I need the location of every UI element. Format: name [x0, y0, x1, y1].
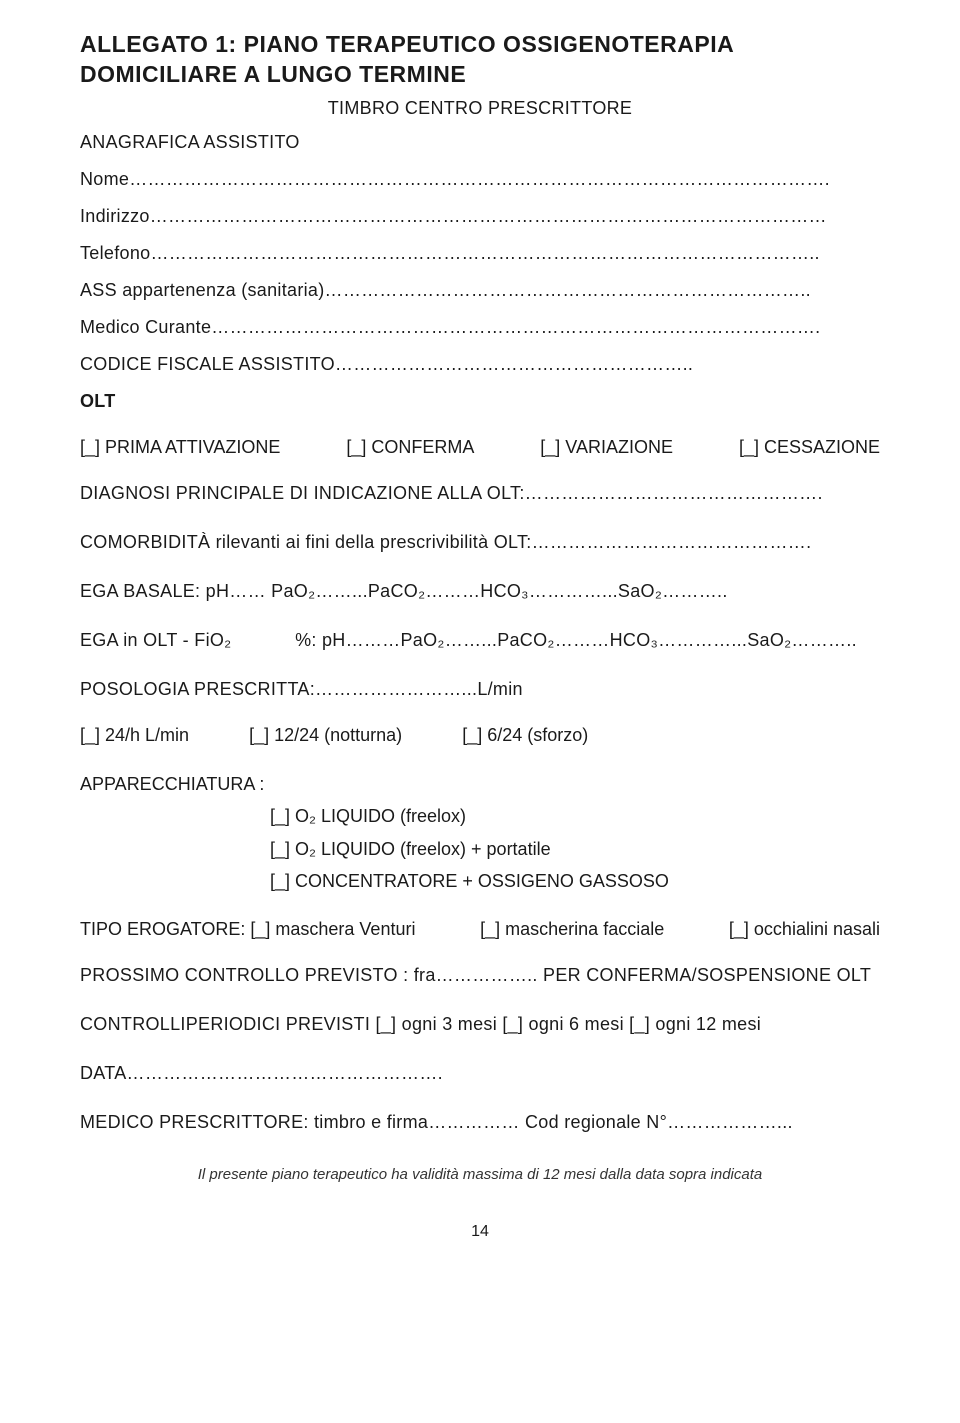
tipo-erogatore-row: TIPO EROGATORE: [_] maschera Venturi [_]…	[80, 919, 880, 940]
apparecchiatura-label: APPARECCHIATURA :	[80, 768, 880, 800]
checkbox-24h[interactable]: [_] 24/h L/min	[80, 725, 189, 746]
codice-fiscale-field: CODICE FISCALE ASSISTITO……………………………………………	[80, 351, 880, 378]
checkbox-maschera-venturi[interactable]: [_] maschera Venturi	[250, 919, 415, 939]
anagrafica-header: ANAGRAFICA ASSISTITO	[80, 129, 880, 156]
checkbox-cessazione[interactable]: [_] CESSAZIONE	[739, 437, 880, 458]
checkbox-o2-liquido[interactable]: [_] O₂ LIQUIDO (freelox)	[270, 800, 880, 832]
controlli-periodici-row: CONTROLLIPERIODICI PREVISTI [_] ogni 3 m…	[80, 1011, 880, 1038]
timbro-label: TIMBRO CENTRO PRESCRITTORE	[80, 98, 880, 119]
checkbox-o2-liquido-portatile[interactable]: [_] O₂ LIQUIDO (freelox) + portatile	[270, 833, 880, 865]
footer-note: Il presente piano terapeutico ha validit…	[80, 1166, 880, 1183]
medico-prescrittore-field: MEDICO PRESCRITTORE: timbro e firma………………	[80, 1109, 880, 1136]
nome-field: Nome…………………………………………………………………………………………………	[80, 166, 880, 193]
olt-activation-row: [_] PRIMA ATTIVAZIONE [_] CONFERMA [_] V…	[80, 437, 880, 458]
ega-basale-field: EGA BASALE: pH…… PaO₂……...PaCO₂………HCO₃………	[80, 578, 880, 605]
checkbox-mascherina-facciale[interactable]: [_] mascherina facciale	[480, 919, 664, 940]
indirizzo-field: Indirizzo……………………………………………………………………………………	[80, 203, 880, 230]
checkbox-variazione[interactable]: [_] VARIAZIONE	[540, 437, 673, 458]
checkbox-concentratore[interactable]: [_] CONCENTRATORE + OSSIGENO GASSOSO	[270, 865, 880, 897]
checkbox-prima-attivazione[interactable]: [_] PRIMA ATTIVAZIONE	[80, 437, 280, 458]
data-field: DATA…………………………………………….	[80, 1060, 880, 1087]
apparecchiatura-block: APPARECCHIATURA : [_] O₂ LIQUIDO (freelo…	[80, 768, 880, 898]
document-title: ALLEGATO 1: PIANO TERAPEUTICO OSSIGENOTE…	[80, 30, 880, 90]
checkbox-6-24[interactable]: [_] 6/24 (sforzo)	[462, 725, 588, 746]
checkbox-occhialini-nasali[interactable]: [_] occhialini nasali	[729, 919, 880, 940]
ega-olt-field: EGA in OLT - FiO₂ %: pH………PaO₂……...PaCO₂…	[80, 627, 880, 654]
posologia-field: POSOLOGIA PRESCRITTA:……………………...L/min	[80, 676, 880, 703]
diagnosi-field: DIAGNOSI PRINCIPALE DI INDICAZIONE ALLA …	[80, 480, 880, 507]
olt-header: OLT	[80, 388, 880, 415]
tipo-erogatore-label: TIPO EROGATORE:	[80, 919, 245, 939]
page-number: 14	[80, 1223, 880, 1241]
prossimo-controllo-field: PROSSIMO CONTROLLO PREVISTO : fra……………..…	[80, 962, 880, 989]
medico-curante-field: Medico Curante………………………………………………………………………	[80, 314, 880, 341]
checkbox-conferma[interactable]: [_] CONFERMA	[346, 437, 474, 458]
telefono-field: Telefono………………………………………………………………………………………	[80, 240, 880, 267]
ass-field: ASS appartenenza (sanitaria)…………………………………	[80, 277, 880, 304]
hours-row: [_] 24/h L/min [_] 12/24 (notturna) [_] …	[80, 725, 880, 746]
comorbidita-field: COMORBIDITÀ rilevanti ai fini della pres…	[80, 529, 880, 556]
checkbox-12-24[interactable]: [_] 12/24 (notturna)	[249, 725, 402, 746]
